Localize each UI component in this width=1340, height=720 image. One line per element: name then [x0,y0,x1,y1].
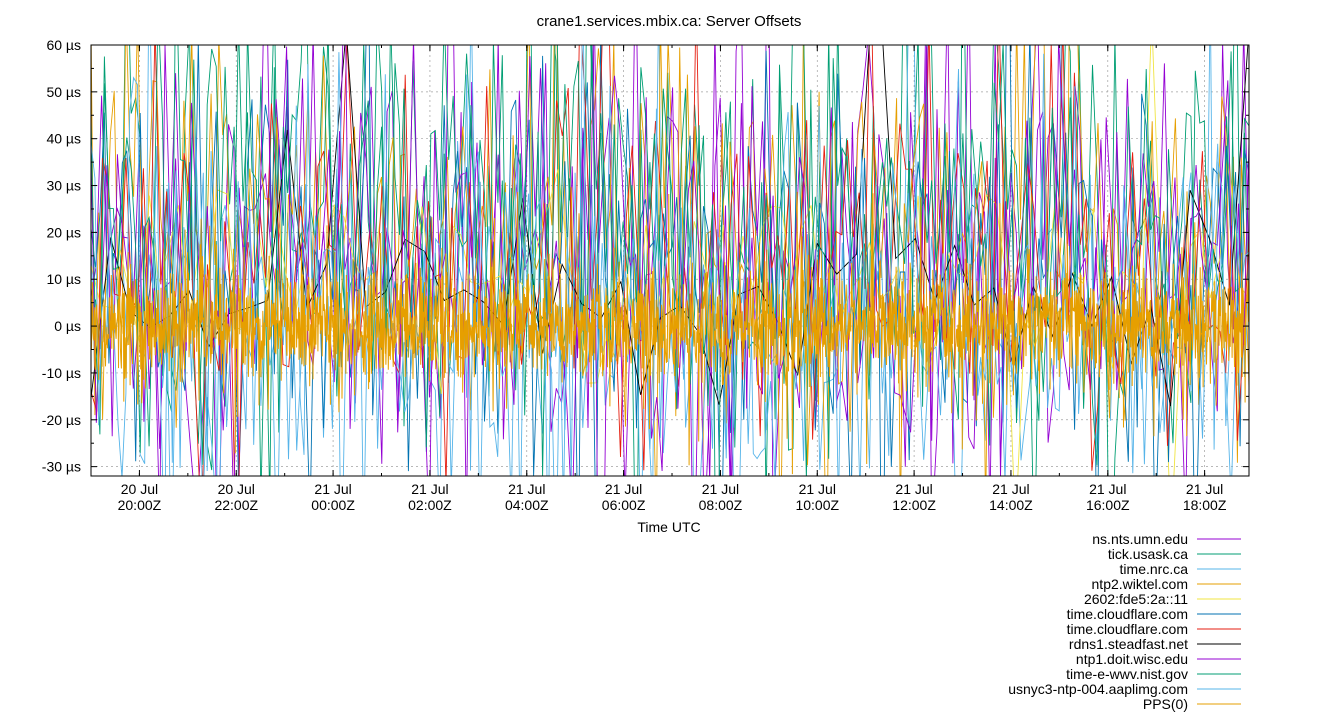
y-tick-label: 0 µs [54,318,81,334]
x-tick-date-label: 21 Jul [605,481,642,497]
legend-label: ntp2.wiktel.com [1092,576,1188,592]
legend-label: rdns1.steadfast.net [1069,636,1188,652]
x-tick-time-label: 20:00Z [118,497,162,513]
x-tick-date-label: 20 Jul [121,481,158,497]
x-tick-time-label: 14:00Z [989,497,1033,513]
x-tick-time-label: 04:00Z [505,497,549,513]
legend-label: time.nrc.ca [1120,561,1189,577]
x-tick-date-label: 21 Jul [411,481,448,497]
legend-label: time.cloudflare.com [1067,621,1188,637]
legend-label: 2602:fde5:2a::11 [1084,591,1188,607]
series-line [91,45,1249,476]
y-tick-labels: 60 µs 50 µs 40 µs 30 µs 20 µs 10 µs 0 µs -10 µs… [42,37,81,475]
x-tick-date-label: 21 Jul [992,481,1029,497]
chart-title: crane1.services.mbix.ca: Server Offsets [537,13,802,30]
legend-label: ns.nts.umn.edu [1092,531,1188,547]
x-tick-date-label: 21 Jul [702,481,739,497]
series-line [91,45,1249,476]
y-tick-label: 60 µs [46,37,81,53]
x-tick-time-label: 08:00Z [699,497,743,513]
y-tick-label: -30 µs [42,459,81,475]
legend-label: tick.usask.ca [1108,546,1188,562]
legend-label: time.cloudflare.com [1067,606,1188,622]
legend-label: time-e-wwv.nist.gov [1066,666,1188,682]
x-tick-date-label: 21 Jul [1186,481,1223,497]
plot-border [90,44,1250,477]
x-tick-time-label: 22:00Z [214,497,258,513]
x-tick-date-label: 21 Jul [895,481,932,497]
axes [90,44,1250,477]
x-tick-date-label: 21 Jul [1089,481,1126,497]
x-tick-date-label: 21 Jul [314,481,351,497]
x-tick-date-label: 20 Jul [218,481,255,497]
legend-label: usnyc3-ntp-004.aaplimg.com [1008,681,1188,697]
series-line [91,191,1249,475]
legend-label: ntp1.doit.wisc.edu [1076,651,1188,667]
y-tick-label: 20 µs [46,224,81,240]
series-line [91,45,1249,476]
x-tick-time-label: 12:00Z [892,497,936,513]
x-axis-label: Time UTC [637,519,700,535]
x-tick-time-label: 18:00Z [1183,497,1227,513]
legend-label: PPS(0) [1143,696,1188,712]
x-tick-time-label: 06:00Z [602,497,646,513]
y-tick-label: -20 µs [42,412,81,428]
y-tick-label: 50 µs [46,84,81,100]
y-tick-label: 40 µs [46,131,81,147]
x-tick-time-label: 00:00Z [311,497,355,513]
x-tick-time-label: 10:00Z [795,497,839,513]
x-tick-date-label: 21 Jul [508,481,545,497]
x-tick-time-label: 02:00Z [408,497,452,513]
x-tick-date-label: 21 Jul [799,481,836,497]
y-tick-label: 30 µs [46,178,81,194]
x-tick-time-label: 16:00Z [1086,497,1130,513]
legend: ns.nts.umn.edutick.usask.catime.nrc.cant… [1008,531,1241,712]
y-tick-label: 10 µs [46,271,81,287]
y-tick-label: -10 µs [42,365,81,381]
series-layer [91,45,1249,476]
